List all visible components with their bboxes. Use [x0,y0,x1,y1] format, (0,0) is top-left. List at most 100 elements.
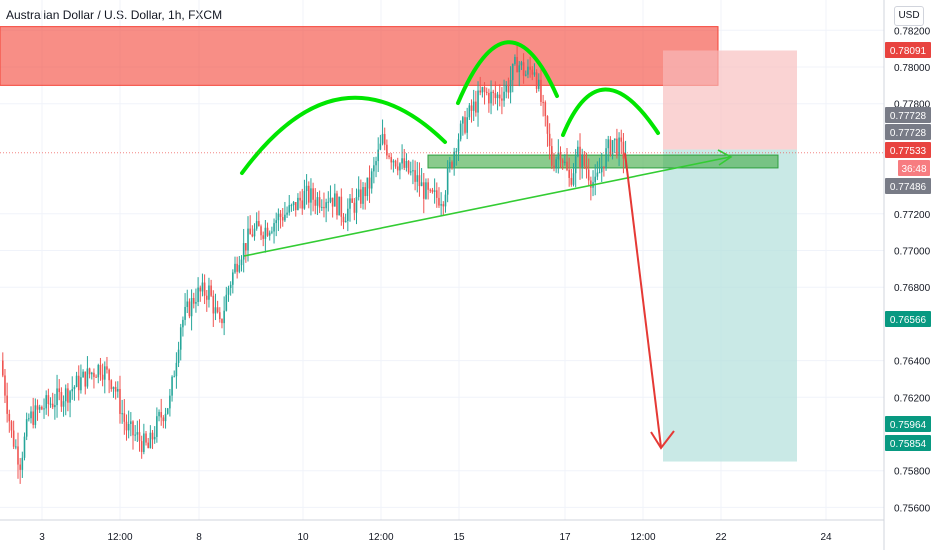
candle [407,160,410,175]
candle [271,226,273,235]
candle [496,91,499,111]
time-axis[interactable]: 3 12:00 8 10 12:00 15 17 12:00 22 24 [39,532,832,543]
candle [32,397,34,429]
candle [290,203,293,212]
price-tag: 0.75964 [885,416,931,432]
candle [570,168,573,187]
candle [472,89,475,121]
candle [485,87,488,96]
price-tick-label: 0.76800 [894,283,931,294]
candle [396,157,399,176]
candle [208,277,210,308]
zones-layer [0,26,797,462]
candle [203,274,206,305]
candle [17,432,19,479]
head-arc [456,40,559,105]
candle [277,208,280,232]
candle [436,182,438,208]
candle [481,86,484,98]
candle [553,152,555,172]
candle [49,397,52,408]
projection-arrowhead [650,430,675,450]
candle [587,158,590,186]
price-tick-label: 0.77000 [894,247,931,258]
candle [301,188,304,215]
candle [342,213,345,230]
candle [555,156,557,173]
candle [143,423,145,455]
candle [15,439,17,450]
candle [229,281,232,296]
candle [110,379,113,392]
candle [579,133,581,180]
candle [106,356,108,374]
candle [138,419,141,452]
candle [184,293,186,326]
candle [383,127,386,151]
candle [318,190,321,214]
candle [262,231,264,247]
candle [546,115,549,147]
candle [455,147,458,166]
candle [557,139,560,174]
candle [21,451,24,478]
candle [312,182,314,212]
candle [431,187,434,194]
candle [598,157,601,174]
candle [166,407,169,415]
candle [188,298,191,319]
candle [405,153,408,172]
candle [186,289,189,314]
candle [114,381,117,400]
candle [279,209,282,229]
take-profit-zone [663,149,797,462]
price-tag: 0.78091 [885,42,931,58]
candle [537,73,540,92]
candle [232,269,234,294]
time-tick-label: 12:00 [630,532,655,543]
svg-text:36:48: 36:48 [901,164,926,175]
svg-text:0.77728: 0.77728 [890,128,927,139]
candle [492,89,495,106]
candle [605,138,607,171]
currency-button[interactable]: USD [894,6,924,26]
candle [548,123,551,160]
candle [392,159,395,173]
candle [71,376,74,400]
candle [93,368,95,389]
candle [160,398,163,426]
candle [377,137,380,173]
time-tick-label: 10 [297,532,309,543]
time-tick-label: 15 [453,532,465,543]
candle [422,173,425,214]
candle [210,279,212,298]
chart-title: Australian Dollar / U.S. Dollar, 1h, FXC… [6,8,223,22]
price-tick-label: 0.76200 [894,393,931,404]
candle [340,188,343,226]
candle [80,364,82,394]
candle [360,179,362,209]
candle [386,139,388,160]
candle [329,185,332,204]
candle [338,196,340,216]
candle [130,412,132,437]
candle [221,318,223,329]
candle [151,429,154,450]
candle [171,375,173,402]
candle [581,148,583,179]
candle [409,161,412,176]
candle [169,388,171,417]
price-tick-label: 0.75800 [894,467,931,478]
candle [88,367,91,379]
candle [416,161,419,193]
candle [429,188,432,194]
candle [514,54,516,66]
price-axis[interactable]: 0.78200 0.78000 0.77800 0.77200 0.77000 0.768… [894,26,931,514]
candle [119,375,121,424]
candle [134,425,136,442]
candle [433,178,436,204]
candle [522,53,525,84]
candle [255,212,258,231]
candle [459,120,462,142]
